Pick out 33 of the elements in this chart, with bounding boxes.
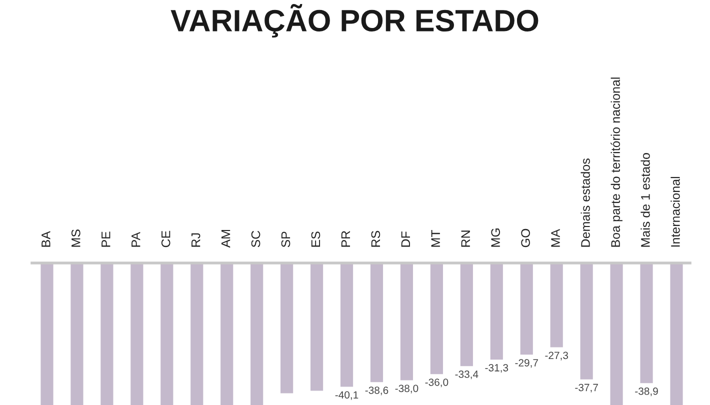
- x-tick-label: CE: [161, 230, 170, 248]
- x-tick-label: Mais de 1 estado: [640, 153, 650, 247]
- data-label: -29,7: [515, 359, 538, 368]
- x-tick-label: RS: [371, 230, 380, 247]
- x-tick-label: PE: [102, 232, 110, 247]
- x-tick-label: SC: [251, 230, 260, 248]
- x-tick-label: ES: [311, 232, 320, 247]
- x-tick-label: MG: [491, 228, 500, 247]
- x-tick-label: BA: [42, 231, 50, 247]
- x-tick-label: PA: [132, 232, 140, 247]
- x-tick-label: Internacional: [670, 176, 680, 247]
- x-tick-label: GO: [521, 228, 530, 248]
- x-tick-label: MT: [431, 230, 440, 247]
- x-tick-label: RN: [461, 230, 470, 247]
- data-label: -33,4: [455, 370, 478, 380]
- x-tick-label: AM: [221, 230, 230, 248]
- x-tick-label: Boa parte do território nacional: [610, 78, 622, 247]
- x-tick-label: Demais estados: [580, 158, 590, 247]
- data-label: -38,6: [365, 386, 388, 396]
- data-label: -38,9: [635, 388, 658, 396]
- x-tick-label: DF: [401, 232, 410, 247]
- data-label: -36,0: [425, 378, 448, 388]
- x-tick-label: RJ: [192, 233, 200, 247]
- data-label: -40,1: [335, 391, 358, 400]
- x-tick-label: MS: [71, 230, 80, 247]
- x-tick-label: MA: [551, 228, 560, 247]
- data-label: -31,3: [485, 364, 508, 373]
- chart-title: VARIAÇÃO POR ESTADO: [170, 4, 538, 38]
- x-tick-label: SP: [281, 232, 290, 248]
- data-label: -38,0: [395, 384, 418, 394]
- data-label: -27,3: [545, 352, 568, 360]
- x-tick-label: PR: [341, 230, 350, 247]
- data-label: -37,7: [575, 384, 598, 392]
